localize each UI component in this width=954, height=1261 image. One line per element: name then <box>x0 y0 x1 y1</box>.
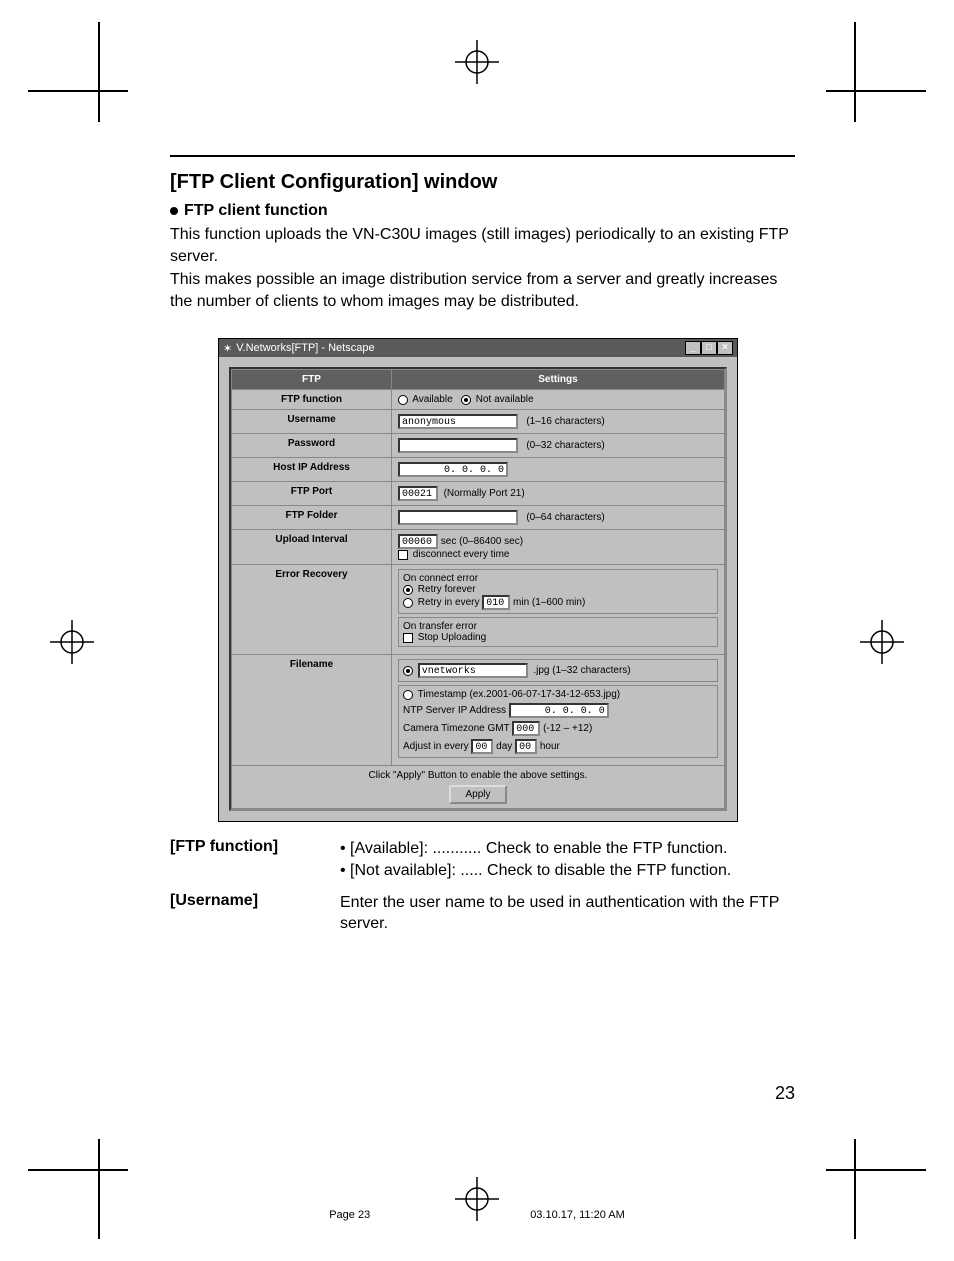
stop-uploading-checkbox[interactable] <box>403 633 413 643</box>
filename-input[interactable]: vnetworks <box>418 663 528 678</box>
row-label: Username <box>232 410 392 434</box>
username-input[interactable]: anonymous <box>398 414 518 429</box>
row-label: Filename <box>232 655 392 766</box>
section-subtitle: FTP client function <box>170 202 795 220</box>
radio-filename-timestamp[interactable] <box>403 690 413 700</box>
crop-mark <box>28 1169 128 1171</box>
adjust-hour-input[interactable]: 00 <box>515 739 537 754</box>
radio-available[interactable] <box>398 395 408 405</box>
ftp-port-input[interactable]: 00021 <box>398 486 438 501</box>
row-label: Host IP Address <box>232 458 392 482</box>
crop-mark <box>98 1139 100 1239</box>
row-label: FTP Port <box>232 482 392 506</box>
radio-not-available[interactable] <box>461 395 471 405</box>
paragraph: This function uploads the VN-C30U images… <box>170 224 795 267</box>
window-title: V.Networks[FTP] - Netscape <box>236 342 374 354</box>
host-ip-input[interactable]: 0. 0. 0. 0 <box>398 462 508 477</box>
registration-mark-icon <box>455 40 499 84</box>
close-button[interactable]: × <box>717 341 733 355</box>
crop-mark <box>826 90 926 92</box>
footer-timestamp: 03.10.17, 11:20 AM <box>530 1209 625 1221</box>
bullet-icon <box>170 207 178 215</box>
crop-mark <box>854 1139 856 1239</box>
crop-mark <box>98 22 100 122</box>
footer-meta: Page 23 03.10.17, 11:20 AM <box>0 1209 954 1221</box>
row-label: FTP Folder <box>232 506 392 530</box>
password-input[interactable] <box>398 438 518 453</box>
settings-table: FTP Settings FTP function Available Not … <box>231 369 725 809</box>
transfer-error-group: On transfer error Stop Uploading <box>398 617 718 647</box>
minimize-button[interactable]: _ <box>685 341 701 355</box>
disconnect-checkbox[interactable] <box>398 550 408 560</box>
filename-custom-group: vnetworks .jpg (1–32 characters) <box>398 659 718 682</box>
row-label: Error Recovery <box>232 565 392 655</box>
ftp-function-cell: Available Not available <box>392 390 725 410</box>
radio-retry-forever[interactable] <box>403 585 413 595</box>
radio-filename-custom[interactable] <box>403 666 413 676</box>
window-titlebar: ✶ V.Networks[FTP] - Netscape _ □ × <box>219 339 737 357</box>
maximize-button[interactable]: □ <box>701 341 717 355</box>
row-label: FTP function <box>232 390 392 410</box>
page-title: [FTP Client Configuration] window <box>170 171 795 194</box>
def-body: Enter the user name to be used in authen… <box>340 892 795 935</box>
adjust-day-input[interactable]: 00 <box>471 739 493 754</box>
def-term-username: [Username] <box>170 892 340 935</box>
def-term-ftp-function: [FTP function] <box>170 838 340 881</box>
crop-mark <box>854 22 856 122</box>
app-icon: ✶ <box>223 342 232 355</box>
apply-row: Click "Apply" Button to enable the above… <box>232 766 725 809</box>
connect-error-group: On connect error Retry forever Retry in … <box>398 569 718 614</box>
radio-retry-every[interactable] <box>403 598 413 608</box>
ftp-folder-input[interactable] <box>398 510 518 525</box>
upload-interval-input[interactable]: 00060 <box>398 534 438 549</box>
filename-timestamp-group: Timestamp (ex.2001-06-07-17-34-12-653.jp… <box>398 685 718 758</box>
paragraph: This makes possible an image distributio… <box>170 269 795 312</box>
ntp-ip-input[interactable]: 0. 0. 0. 0 <box>509 703 609 718</box>
horizontal-rule <box>170 155 795 157</box>
column-header-settings: Settings <box>392 370 725 390</box>
registration-mark-icon <box>860 620 904 664</box>
row-label: Upload Interval <box>232 530 392 565</box>
timezone-input[interactable]: 000 <box>512 721 540 736</box>
netscape-window: ✶ V.Networks[FTP] - Netscape _ □ × FTP S… <box>218 338 738 822</box>
page-number: 23 <box>775 1083 795 1104</box>
row-label: Password <box>232 434 392 458</box>
column-header-ftp: FTP <box>232 370 392 390</box>
apply-button[interactable]: Apply <box>449 785 506 804</box>
crop-mark <box>826 1169 926 1171</box>
registration-mark-icon <box>50 620 94 664</box>
footer-page: Page 23 <box>329 1209 370 1221</box>
crop-mark <box>28 90 128 92</box>
def-body: • [Available]: ........... Check to enab… <box>340 838 795 881</box>
retry-interval-input[interactable]: 010 <box>482 595 510 610</box>
